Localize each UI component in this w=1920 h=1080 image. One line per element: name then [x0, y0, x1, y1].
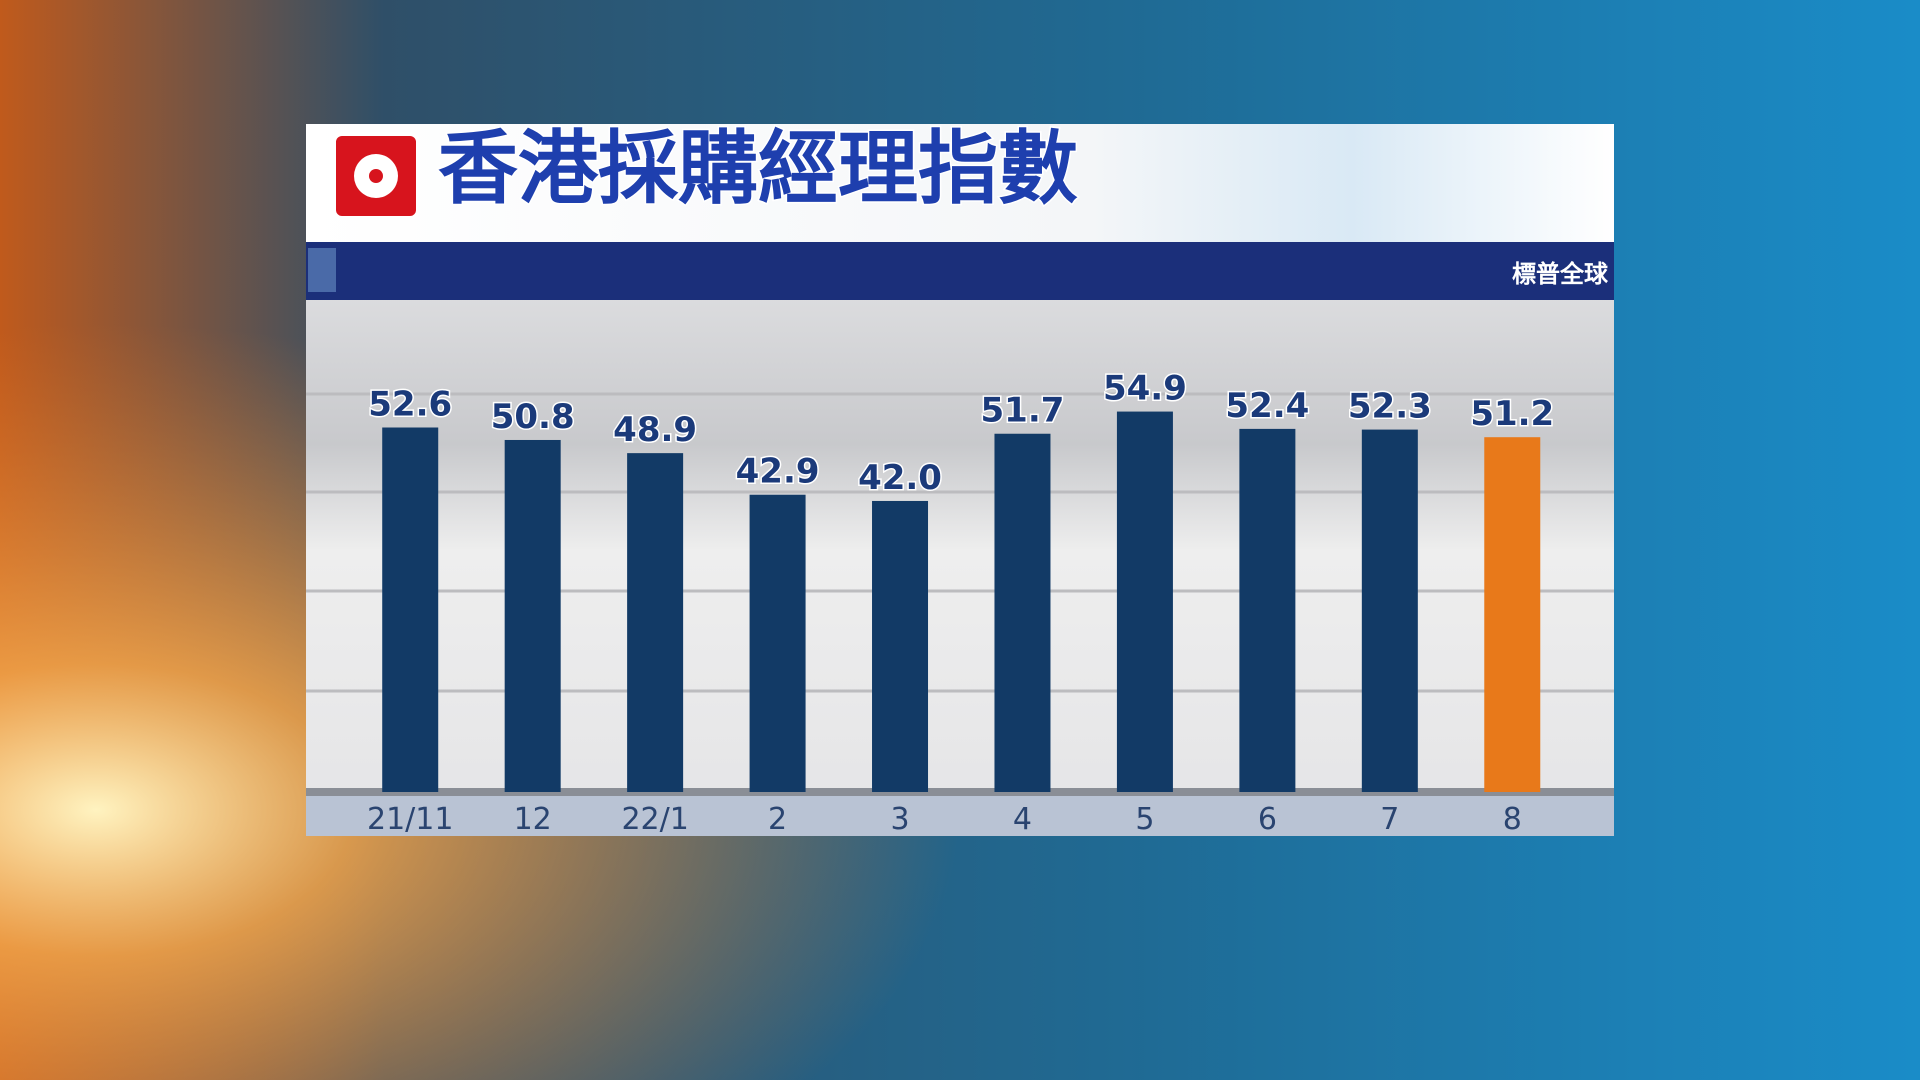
header-band	[306, 242, 1614, 300]
value-label: 51.7	[981, 391, 1065, 431]
bar	[504, 439, 561, 792]
value-label: 50.8	[491, 397, 575, 437]
bar	[1484, 437, 1541, 792]
x-tick-label: 5	[1135, 802, 1154, 837]
bar	[1361, 429, 1418, 792]
chart-title: 香港採購經理指數	[438, 122, 1078, 215]
x-tick-label: 2	[768, 802, 787, 837]
bar	[1116, 411, 1173, 792]
value-label: 48.9	[613, 410, 697, 450]
value-label: 52.6	[368, 385, 452, 425]
bar	[382, 427, 439, 792]
bar	[749, 494, 806, 792]
bar	[872, 500, 929, 792]
value-label: 54.9	[1103, 369, 1187, 409]
value-label: 42.0	[858, 458, 942, 498]
x-tick-label: 3	[890, 802, 909, 837]
axis-band	[306, 792, 1614, 836]
x-tick-label: 6	[1258, 802, 1277, 837]
bar	[994, 433, 1051, 792]
header-accent	[308, 248, 336, 292]
x-tick-label: 12	[514, 802, 552, 837]
baseline	[306, 788, 1614, 796]
x-tick-label: 21/11	[367, 802, 453, 837]
value-label: 52.4	[1225, 386, 1309, 426]
x-tick-label: 8	[1503, 802, 1522, 837]
bar	[1239, 428, 1296, 792]
x-tick-label: 7	[1380, 802, 1399, 837]
value-label: 51.2	[1470, 394, 1554, 434]
x-tick-label: 22/1	[621, 802, 688, 837]
title-band	[306, 124, 1614, 242]
value-label: 42.9	[736, 452, 820, 492]
bar	[627, 453, 684, 792]
value-label: 52.3	[1348, 387, 1432, 427]
x-tick-label: 4	[1013, 802, 1032, 837]
hk-flag-icon	[332, 132, 420, 220]
source: 標普全球	[1512, 260, 1609, 288]
